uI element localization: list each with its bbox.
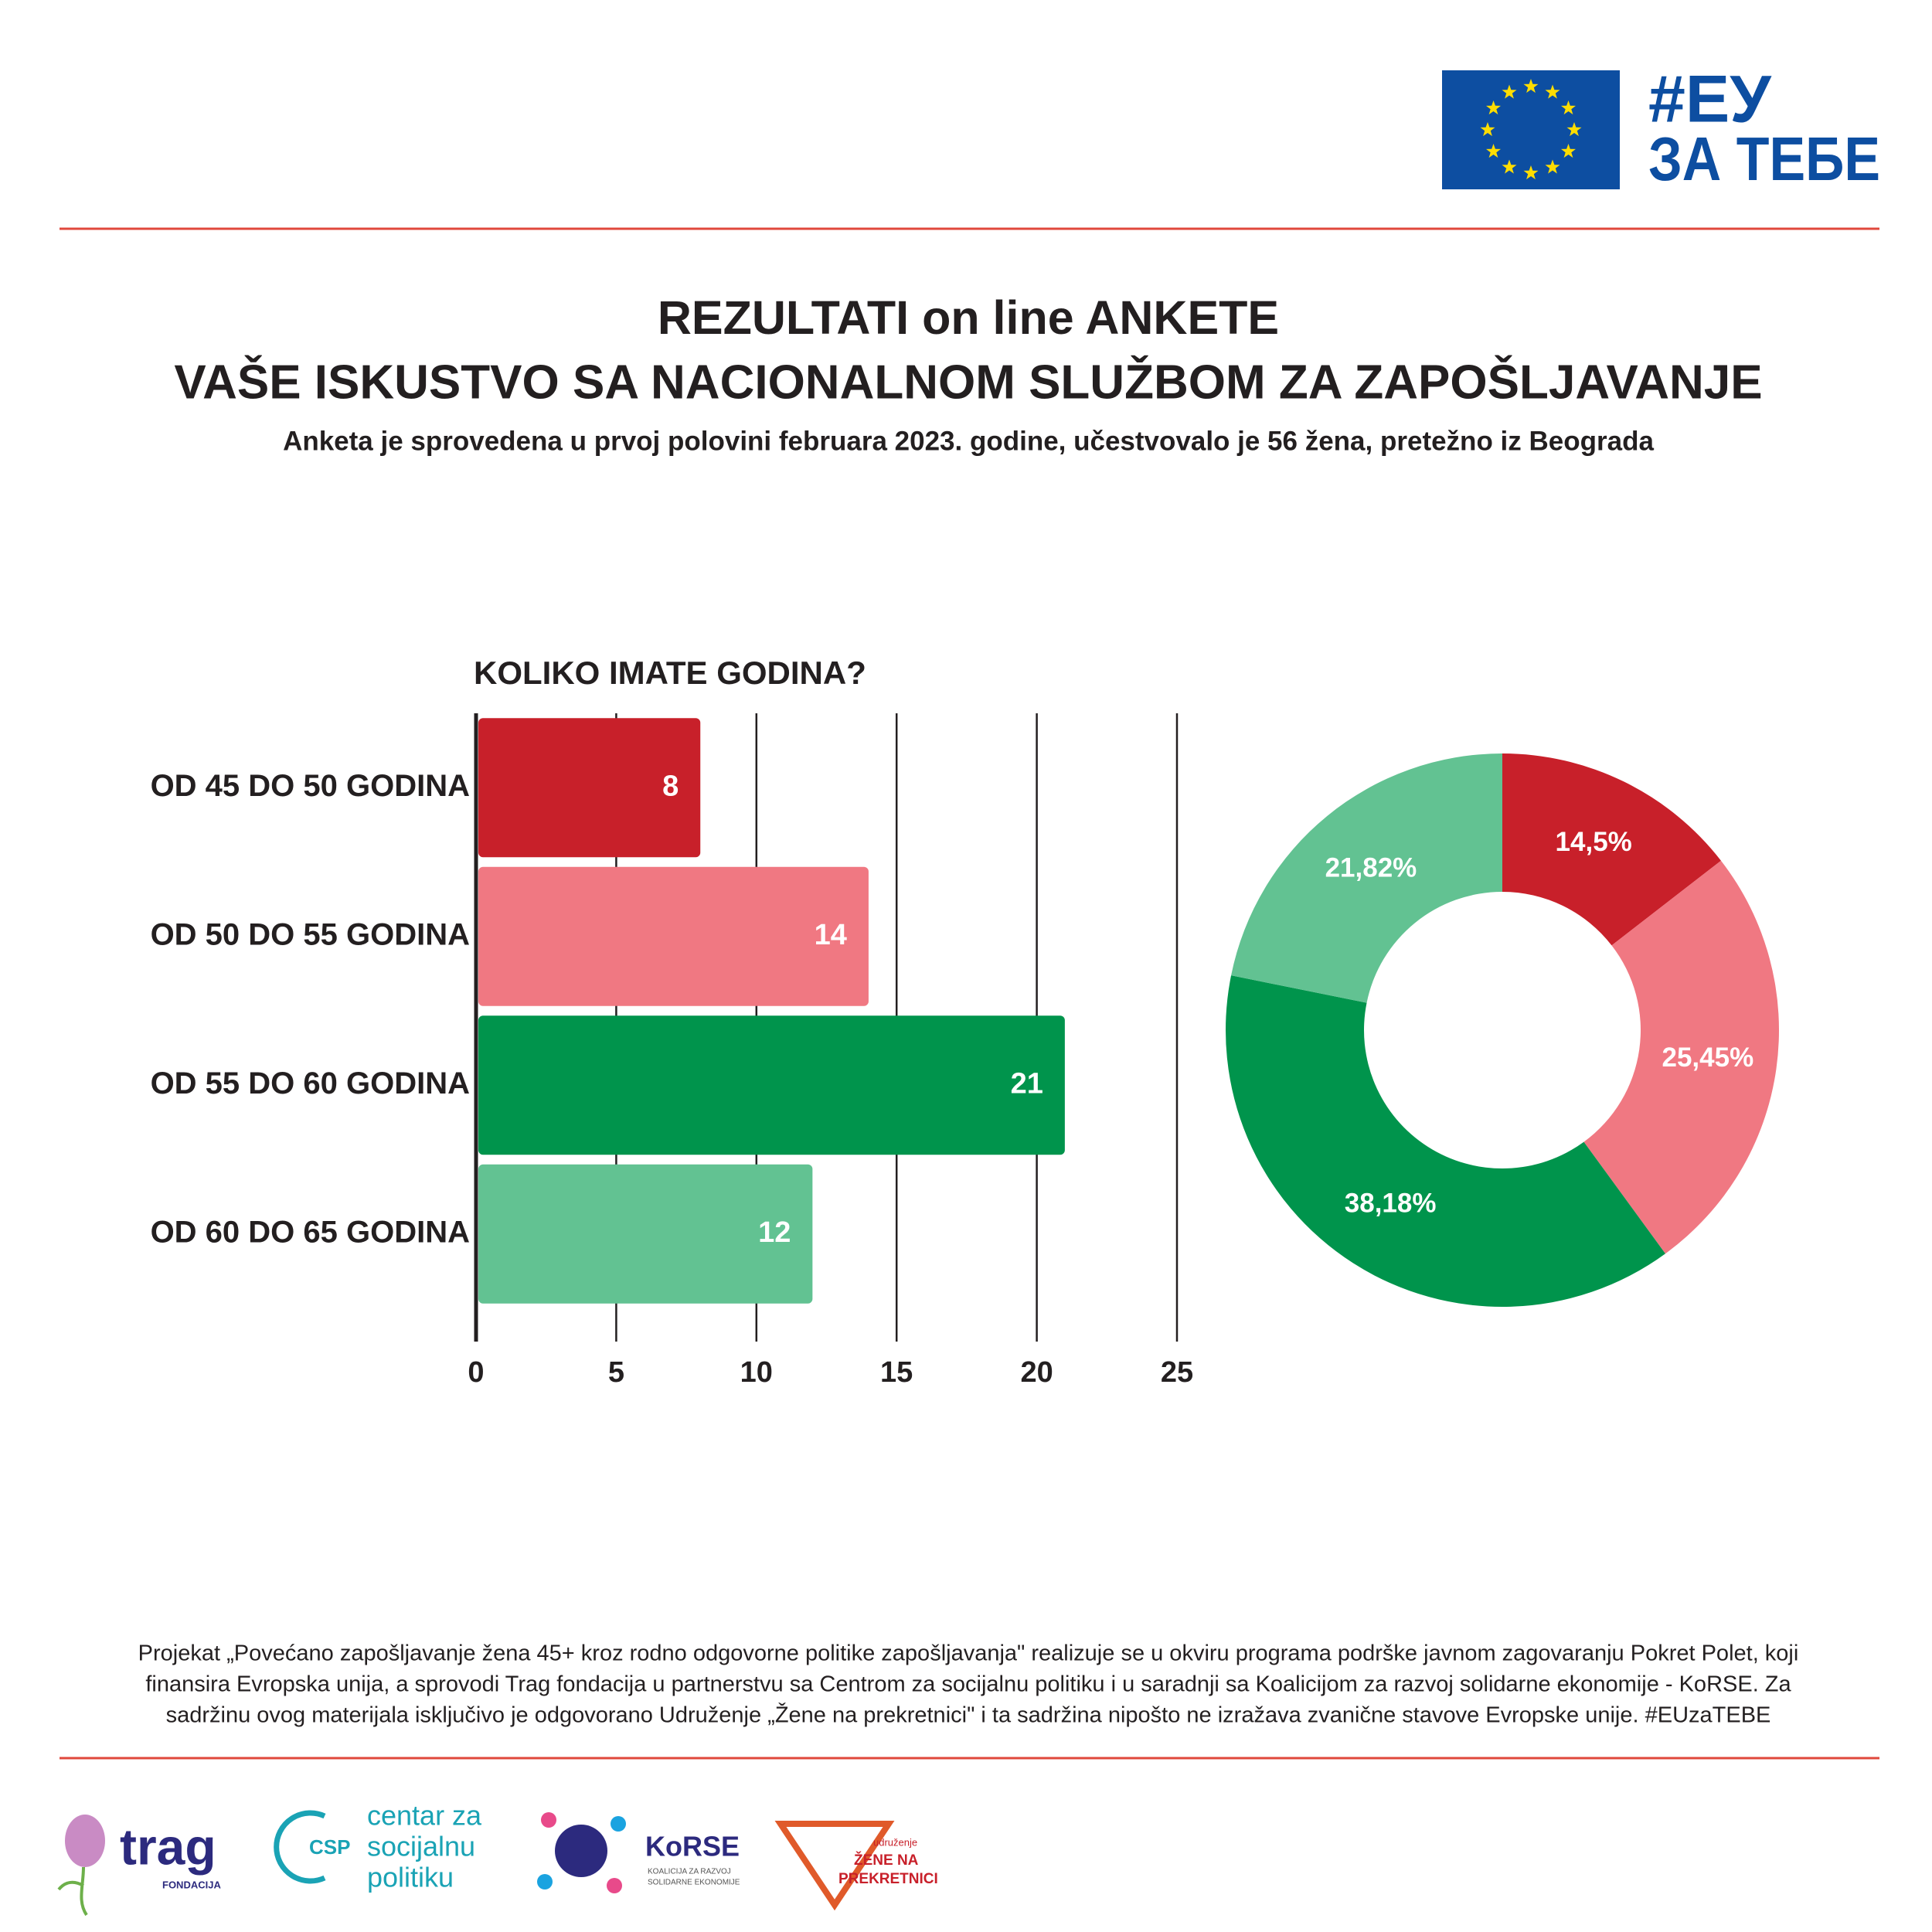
footer-text: finansira Evropska unija, a sprovodi Tra… bbox=[145, 1672, 1791, 1697]
eu-star bbox=[1523, 165, 1539, 180]
eu-star bbox=[1486, 144, 1501, 158]
x-tick-label: 5 bbox=[608, 1356, 624, 1389]
hashtag: #ЕУ bbox=[1648, 63, 1772, 137]
korse-dot bbox=[611, 1816, 626, 1832]
x-tick-label: 25 bbox=[1161, 1356, 1193, 1389]
title: REZULTATI on line ANKETE bbox=[658, 291, 1279, 344]
csp-name: centar za bbox=[367, 1800, 482, 1832]
slice bbox=[1231, 753, 1502, 1003]
bar-chart: 0 5 10 15 20 25 8 OD 45 DO 50 GODINA 14 OD 50 DO … bbox=[151, 713, 1193, 1389]
x-tick-label: 15 bbox=[880, 1356, 913, 1389]
eu-star bbox=[1545, 84, 1560, 99]
tagline: ЗА ТЕБЕ bbox=[1648, 124, 1880, 193]
eu-star bbox=[1486, 100, 1501, 115]
bar bbox=[478, 1164, 813, 1304]
value-label: 14 bbox=[815, 919, 847, 951]
csp-name: socijalnu bbox=[367, 1831, 475, 1862]
eu-star bbox=[1561, 100, 1576, 115]
eu-star bbox=[1561, 144, 1576, 158]
category-label: OD 45 DO 50 GODINA bbox=[151, 769, 470, 803]
korse-sub: KOALICIJA ZA RAZVOJ bbox=[648, 1868, 731, 1876]
bar bbox=[478, 718, 701, 858]
value-label: 14,5% bbox=[1556, 827, 1632, 857]
slice bbox=[1226, 975, 1665, 1307]
title: VAŠE ISKUSTVO SA NACIONALNOM SLUŽBOM ZA … bbox=[174, 355, 1762, 409]
value-label: 12 bbox=[758, 1216, 791, 1249]
trag-sub: FONDACIJA bbox=[162, 1879, 221, 1890]
footer-text: sadržinu ovog materijala isključivo je o… bbox=[166, 1702, 1771, 1728]
korse-dot bbox=[541, 1812, 556, 1828]
x-tick-label: 10 bbox=[740, 1356, 773, 1389]
csp-name: politiku bbox=[367, 1862, 454, 1893]
korse-dot bbox=[607, 1878, 622, 1893]
value-label: 8 bbox=[662, 770, 679, 802]
korse-dot bbox=[537, 1874, 553, 1889]
bar bbox=[478, 1015, 1065, 1155]
subtitle: Anketa je sprovedena u prvoj polovini fe… bbox=[283, 426, 1654, 456]
csp-logo: CSP bbox=[309, 1835, 350, 1859]
eu-stars bbox=[1480, 79, 1582, 180]
category-label: OD 50 DO 55 GODINA bbox=[151, 917, 470, 951]
zene-logo: ŽENE NA bbox=[854, 1852, 919, 1869]
eu-star bbox=[1502, 159, 1517, 174]
logos: trag FONDACIJA CSP centar za socijalnu p… bbox=[57, 1800, 938, 1917]
value-label: 21,82% bbox=[1325, 852, 1417, 883]
trag-logo: trag bbox=[120, 1818, 216, 1875]
donut-chart: 14,5% 25,45% 38,18% 21,82% bbox=[1226, 753, 1779, 1307]
category-label: OD 55 DO 60 GODINA bbox=[151, 1066, 470, 1100]
korse-icon bbox=[555, 1825, 607, 1877]
slice bbox=[1502, 753, 1721, 946]
value-label: 25,45% bbox=[1662, 1043, 1753, 1073]
value-label: 38,18% bbox=[1345, 1188, 1437, 1218]
trag-stem bbox=[57, 1866, 88, 1917]
eu-star bbox=[1523, 79, 1539, 94]
zene-logo: PREKRETNICI bbox=[838, 1871, 938, 1887]
bar bbox=[478, 866, 869, 1006]
value-label: 21 bbox=[1011, 1067, 1043, 1100]
chart-title: KOLIKO IMATE GODINA? bbox=[474, 655, 866, 691]
zene-top: udruženje bbox=[873, 1836, 917, 1848]
footer-text: Projekat „Povećano zapošljavanje žena 45… bbox=[138, 1641, 1799, 1666]
x-tick-label: 0 bbox=[468, 1356, 484, 1389]
zene-icon bbox=[774, 1821, 895, 1911]
x-tick-label: 20 bbox=[1020, 1356, 1053, 1389]
korse-logo: KoRSE bbox=[645, 1831, 740, 1862]
csp-icon bbox=[274, 1810, 326, 1884]
eu-star bbox=[1480, 122, 1495, 137]
eu-star bbox=[1502, 84, 1517, 99]
eu-star bbox=[1545, 159, 1560, 174]
korse-sub: SOLIDARNE EKONOMIJE bbox=[648, 1879, 740, 1887]
category-label: OD 60 DO 65 GODINA bbox=[151, 1215, 470, 1249]
eu-star bbox=[1566, 122, 1582, 137]
trag-icon bbox=[65, 1815, 105, 1867]
slice bbox=[1583, 860, 1779, 1254]
